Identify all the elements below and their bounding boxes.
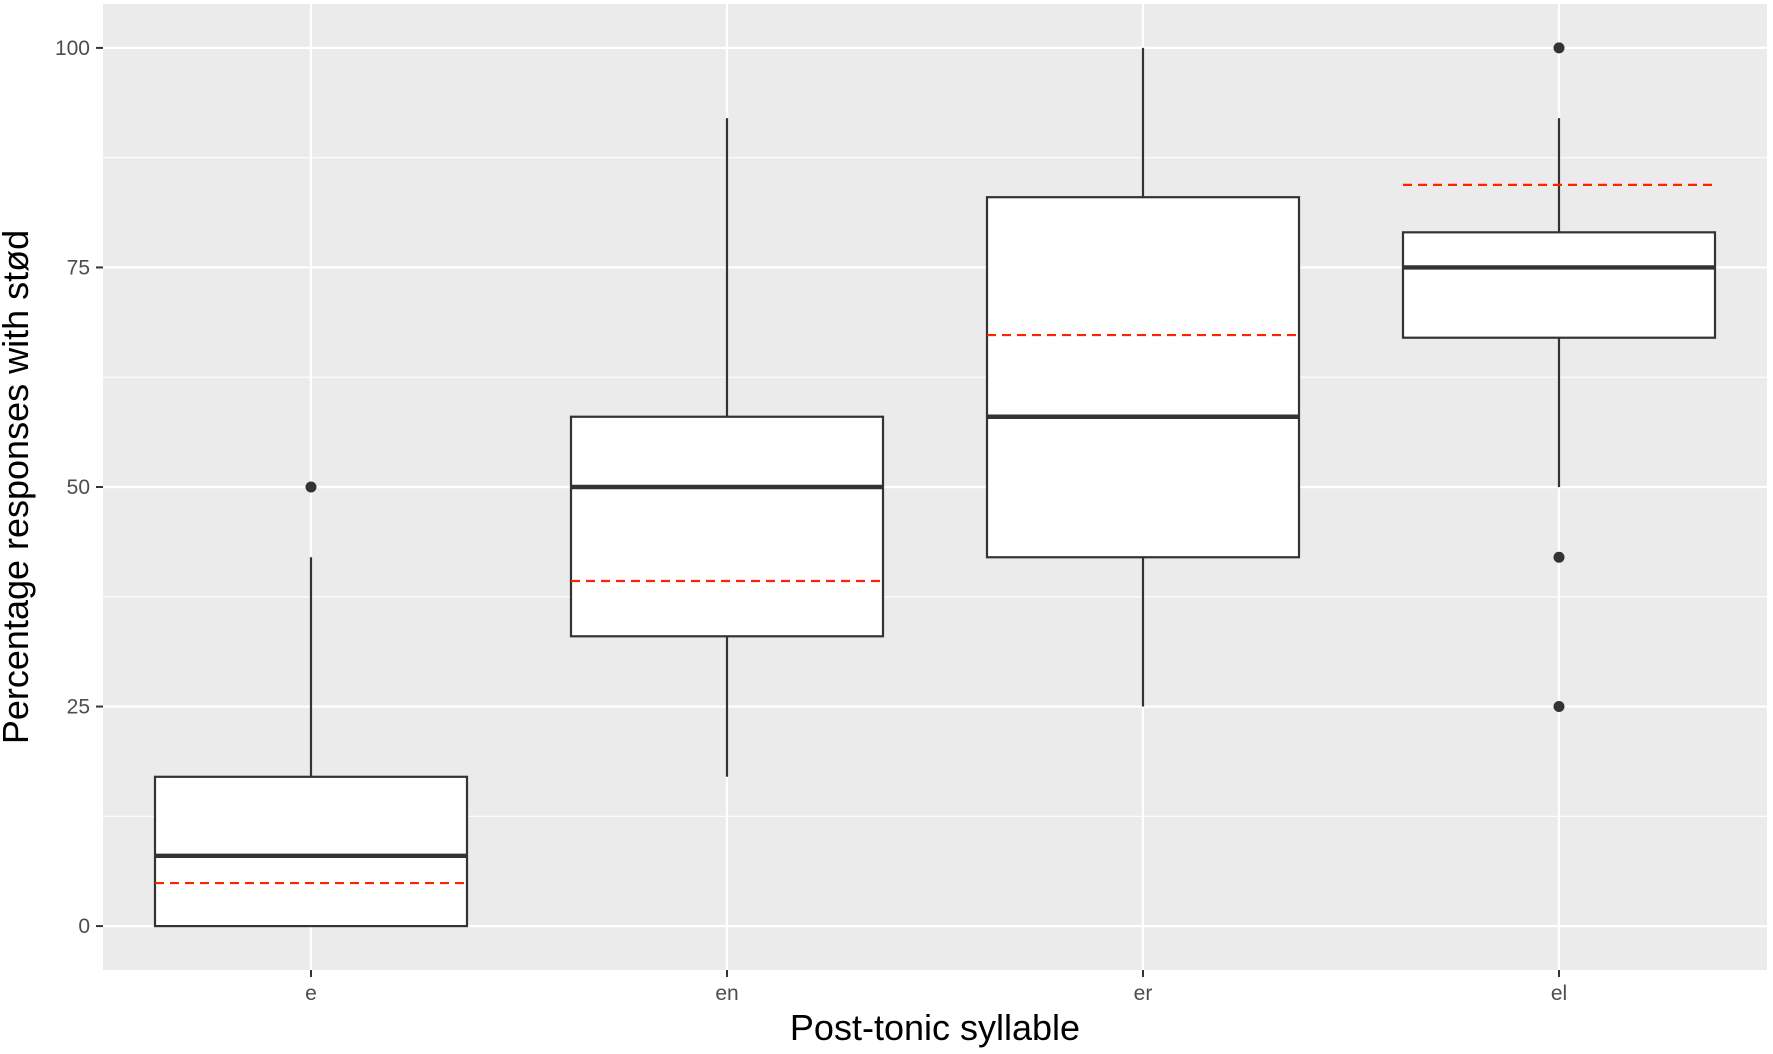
y-tick-label: 25 (67, 696, 90, 719)
box-e (153, 481, 469, 928)
y-tick-label: 50 (67, 476, 90, 499)
box-el (1401, 42, 1717, 713)
y-tick-label: 100 (55, 37, 90, 60)
box-en (569, 118, 885, 777)
y-tick-label: 0 (78, 915, 90, 938)
x-axis: e en er el (305, 970, 1567, 1005)
outlier-point (1553, 42, 1565, 54)
box-body (153, 775, 469, 928)
box-group (153, 42, 1717, 928)
box-er (985, 47, 1301, 707)
x-tick-label: en (715, 982, 738, 1005)
box-body (985, 196, 1301, 559)
outlier-point (1553, 701, 1565, 713)
outlier-point (1553, 551, 1565, 563)
y-axis-title: Percentage responses with stød (0, 230, 36, 744)
outlier-point (305, 481, 317, 493)
box-body (569, 415, 885, 638)
x-tick-label: e (305, 982, 317, 1005)
x-tick-label: er (1134, 982, 1153, 1005)
box-body (1401, 231, 1717, 339)
x-tick-label: el (1551, 982, 1567, 1005)
y-tick-label: 75 (67, 256, 90, 279)
y-axis: 0 25 50 75 100 (55, 37, 103, 938)
x-axis-title: Post-tonic syllable (790, 1007, 1080, 1048)
